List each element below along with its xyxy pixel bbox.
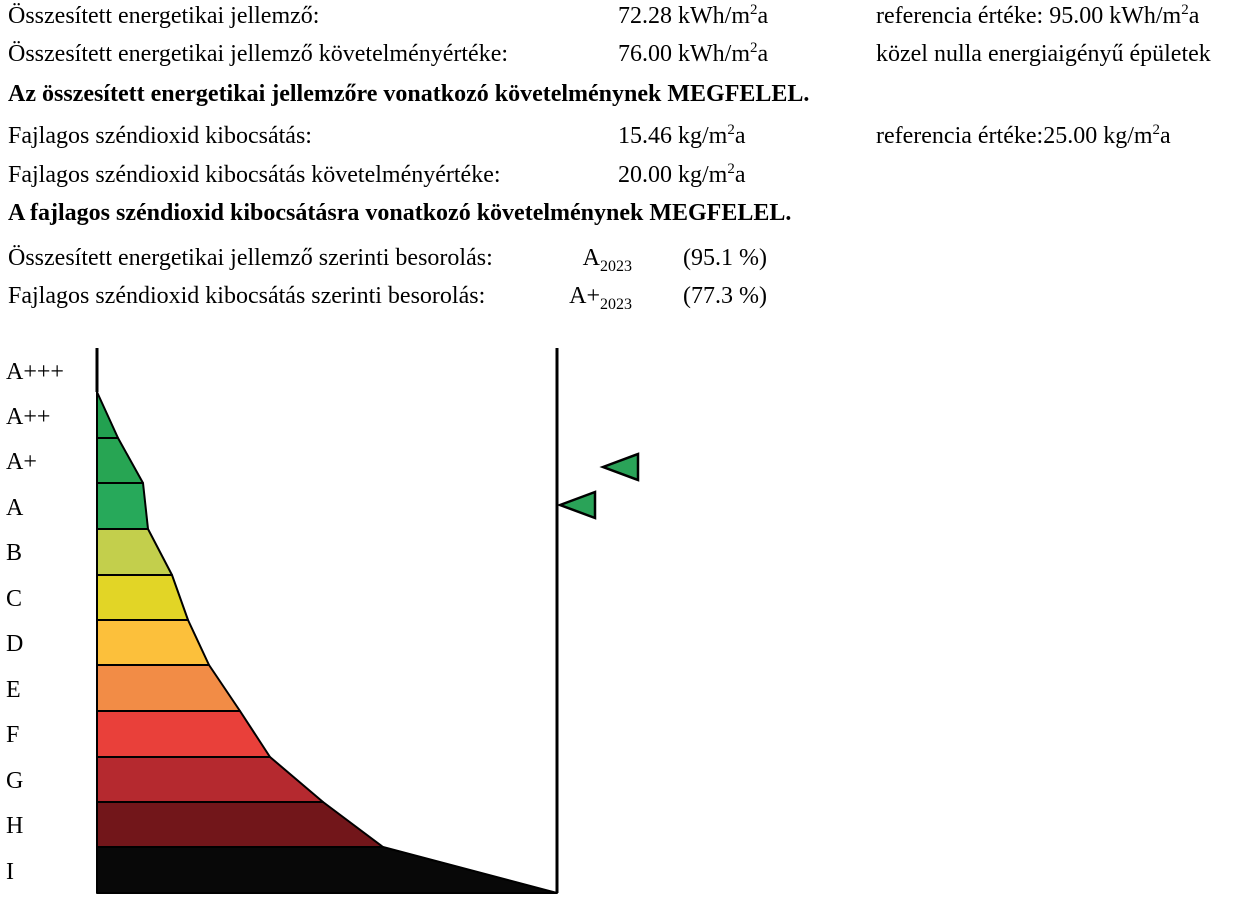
grade-label-9: G	[6, 768, 24, 794]
co2-label: Fajlagos széndioxid kibocsátás:	[8, 123, 312, 149]
energy-result: Az összesített energetikai jellemzőre vo…	[8, 81, 810, 107]
scale-band-6	[96, 619, 210, 666]
co2-marker	[599, 452, 640, 482]
scale-band-10	[96, 801, 384, 848]
scale-band-8	[96, 710, 271, 758]
grade-label-3: A	[6, 495, 24, 521]
class-co2-grade: A+	[569, 283, 600, 309]
grade-label-8: F	[6, 722, 20, 748]
energy-requirement-value: 76.00 kWh/m2a	[618, 40, 769, 68]
co2-requirement-label: Fajlagos széndioxid kibocsátás követelmé…	[8, 162, 501, 188]
scale-band-11	[96, 846, 558, 894]
grade-label-6: D	[6, 631, 24, 657]
grade-label-1: A++	[6, 404, 51, 430]
scale-bands	[96, 391, 558, 894]
grade-label-5: C	[6, 586, 23, 612]
scale-band-5	[96, 574, 189, 621]
class-energy-label: Összesített energetikai jellemző szerint…	[8, 245, 493, 271]
scale-markers	[556, 452, 640, 520]
grade-label-11: I	[6, 859, 14, 885]
class-energy-year: 2023	[600, 258, 632, 275]
class-co2-percent: (77.3 %)	[683, 283, 767, 309]
scale-band-7	[96, 664, 241, 712]
class-co2-label: Fajlagos széndioxid kibocsátás szerinti …	[8, 283, 486, 309]
class-energy-value: A2023	[542, 242, 632, 275]
energy-reference: referencia értéke: 95.00 kWh/m2a	[876, 2, 1200, 30]
class-energy-percent: (95.1 %)	[683, 245, 767, 271]
scale-band-3	[96, 482, 149, 530]
energy-value: 72.28 kWh/m2a	[618, 2, 769, 30]
class-co2-value: A+2023	[542, 280, 632, 313]
co2-reference: referencia értéke:25.00 kg/m2a	[876, 122, 1171, 150]
co2-requirement-value: 20.00 kg/m2a	[618, 161, 746, 189]
co2-value: 15.46 kg/m2a	[618, 122, 746, 150]
scale-band-9	[96, 756, 324, 803]
grade-label-4: B	[6, 540, 23, 566]
energy-marker	[556, 490, 597, 520]
grade-label-10: H	[6, 813, 24, 839]
class-co2-year: 2023	[600, 296, 632, 313]
scale-band-4	[96, 528, 173, 576]
co2-result: A fajlagos széndioxid kibocsátásra vonat…	[8, 200, 792, 226]
energy-requirement-label: Összesített energetikai jellemző követel…	[8, 41, 509, 67]
scale-band-2	[96, 437, 144, 484]
scale-band-1	[96, 391, 119, 439]
class-energy-grade: A	[582, 245, 600, 271]
grade-label-7: E	[6, 677, 21, 703]
energy-label: Összesített energetikai jellemző:	[8, 3, 320, 29]
nzeb-note: közel nulla energiaigényű épületek	[876, 41, 1211, 67]
grade-label-2: A+	[6, 449, 37, 475]
grade-label-0: A+++	[6, 359, 64, 385]
